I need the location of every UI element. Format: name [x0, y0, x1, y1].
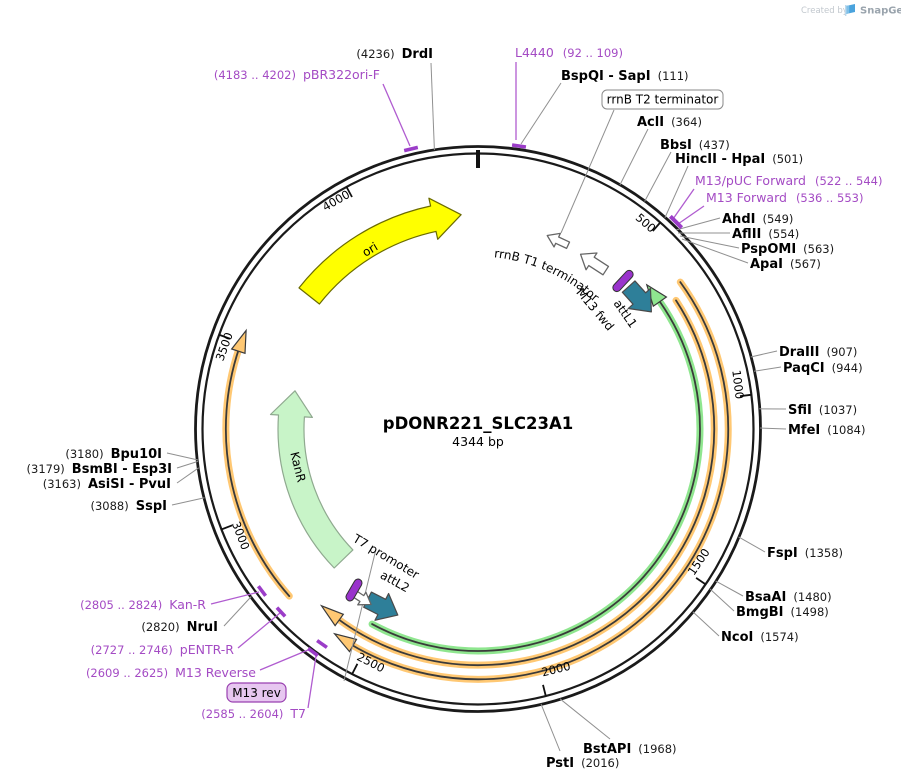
insert-arc-green[interactable] [368, 283, 704, 655]
rrnb-t1-arrow[interactable] [575, 246, 611, 279]
enzyme-label-aflii[interactable]: AflII (554) [732, 227, 799, 242]
enzyme-label-mfei[interactable]: MfeI (1084) [788, 423, 866, 438]
watermark-created-by: Created by [801, 6, 848, 16]
tick-label-500: 500 [633, 210, 659, 235]
enzyme-label-bbsi[interactable]: BbsI (437) [660, 138, 730, 153]
enzyme-label-bmgbi[interactable]: BmgBI (1498) [736, 605, 829, 620]
plasmid-title-block: pDONR221_SLC23A1 4344 bp [383, 414, 573, 449]
enzyme-label-sfii[interactable]: SfiI (1037) [788, 403, 857, 418]
rrnb-t2-arrow[interactable] [544, 229, 571, 252]
plasmid-name: pDONR221_SLC23A1 [383, 414, 573, 433]
enzyme-label-ncoi[interactable]: NcoI (1574) [721, 630, 799, 645]
tick-label-3500: 3500 [213, 330, 236, 362]
enzyme-label-paqci[interactable]: PaqCI (944) [783, 361, 863, 376]
attl1-arrow[interactable] [617, 277, 662, 322]
enzyme-label-bspqi-sapi[interactable]: BspQI - SapI (111) [561, 69, 689, 84]
primer-label-m13-reverse[interactable]: (2609 .. 2625) M13 Reverse [86, 665, 256, 680]
enzyme-label-apai[interactable]: ApaI (567) [750, 257, 821, 272]
tick-label-1000: 1000 [729, 369, 746, 400]
m13-fwd-marker[interactable] [611, 269, 635, 293]
primer-label-t7[interactable]: (2585 .. 2604) T7 [201, 706, 306, 721]
primer-label-pentr-r[interactable]: (2727 .. 2746) pENTR-R [91, 642, 235, 657]
kanr-arrow[interactable] [269, 390, 354, 569]
enzyme-label-psti[interactable]: PstI (2016) [546, 756, 619, 771]
primer-label-kan-r[interactable]: (2805 .. 2824) Kan-R [80, 597, 206, 612]
enzyme-label-pspomi[interactable]: PspOMI (563) [741, 242, 834, 257]
kan-r-ring-marker [256, 585, 268, 597]
t7-ring-marker [316, 639, 328, 649]
enzyme-labels: (4236) DrdI BspQI - SapI (111) AclI (364) B… [27, 47, 866, 771]
enzyme-label-bsmbi-esp3i[interactable]: (3179) BsmBI - Esp3I [27, 462, 172, 477]
enzyme-label-nrui[interactable]: (2820) NruI [141, 620, 218, 635]
enzyme-label-drdi[interactable]: (4236) DrdI [356, 47, 433, 62]
enzyme-label-bstapi[interactable]: BstAPI (1968) [583, 742, 677, 757]
enzyme-label-acli[interactable]: AclI (364) [637, 115, 702, 130]
orange-arc-arrowhead [319, 604, 345, 627]
primer-label-m13-puc-forward[interactable]: M13/pUC Forward (522 .. 544) [695, 173, 882, 188]
feature-m13-rev[interactable] [345, 578, 364, 603]
enzyme-label-hincii-hpai[interactable]: HincII - HpaI (501) [675, 152, 803, 167]
backbone-ring [194, 145, 762, 713]
m13-rev-marker[interactable] [345, 578, 364, 603]
rrnb-t2-boxed-label[interactable]: rrnB T2 terminator [601, 89, 724, 110]
watermark: Created by SnapGene [801, 4, 901, 17]
feature-ori[interactable]: ori [298, 197, 462, 305]
orf-arc-orange-outer[interactable] [332, 278, 732, 683]
plasmid-size: 4344 bp [452, 434, 504, 449]
tick-label-2000: 2000 [540, 659, 572, 680]
pbr322ori-f-ring-marker [403, 145, 419, 153]
enzyme-label-draiii[interactable]: DraIII (907) [779, 345, 857, 360]
bp-ticks [218, 186, 753, 697]
rrnb-t2-label: rrnB T2 terminator [607, 93, 719, 107]
enzyme-label-asisi-pvui[interactable]: (3163) AsiSI - PvuI [43, 477, 171, 492]
primer-labels: (4183 .. 4202) pBR322ori-F L4440 (92 .. 10… [80, 45, 882, 721]
enzyme-label-fspi[interactable]: FspI (1358) [767, 546, 843, 561]
ori-arrow[interactable] [298, 197, 462, 305]
attl2-arrow[interactable] [361, 586, 405, 628]
m13-forward-ring-marker [668, 214, 684, 230]
enzyme-label-bpu10i[interactable]: (3180) Bpu10I [65, 447, 162, 462]
feature-kanr[interactable]: KanR [269, 390, 354, 569]
ori-label: ori [360, 240, 381, 260]
enzyme-label-sspi[interactable]: (3088) SspI [91, 499, 168, 514]
primer-callouts [210, 62, 705, 709]
orf-arc-orange-left[interactable] [222, 328, 293, 600]
tick-label-3000: 3000 [229, 519, 253, 551]
m13-rev-label: M13 rev [232, 686, 281, 700]
primer-label-pbr322ori-f[interactable]: (4183 .. 4202) pBR322ori-F [214, 67, 380, 82]
primer-label-m13-forward[interactable]: M13 Forward (536 .. 553) [706, 190, 863, 205]
primer-label-l4440[interactable]: L4440 (92 .. 109) [515, 45, 623, 60]
l4440-ring-marker [511, 143, 527, 149]
orange-arc-arrowhead [230, 328, 247, 355]
enzyme-callout-lines [166, 62, 787, 752]
orf-arc-orange-inner[interactable] [319, 296, 718, 669]
m13-rev-boxed-label[interactable]: M13 rev [226, 682, 287, 703]
enzyme-label-bsaai[interactable]: BsaAI (1480) [745, 590, 832, 605]
snapgene-logo-icon [845, 4, 855, 16]
pentr-r-ring-marker [275, 606, 287, 618]
m13-reverse-ring-marker [307, 646, 319, 658]
watermark-brand: SnapGene [860, 6, 901, 17]
feature-rrnb-t2-terminator[interactable] [544, 229, 571, 252]
origin-tick [476, 150, 480, 168]
enzyme-label-ahdi[interactable]: AhdI (549) [722, 212, 793, 227]
